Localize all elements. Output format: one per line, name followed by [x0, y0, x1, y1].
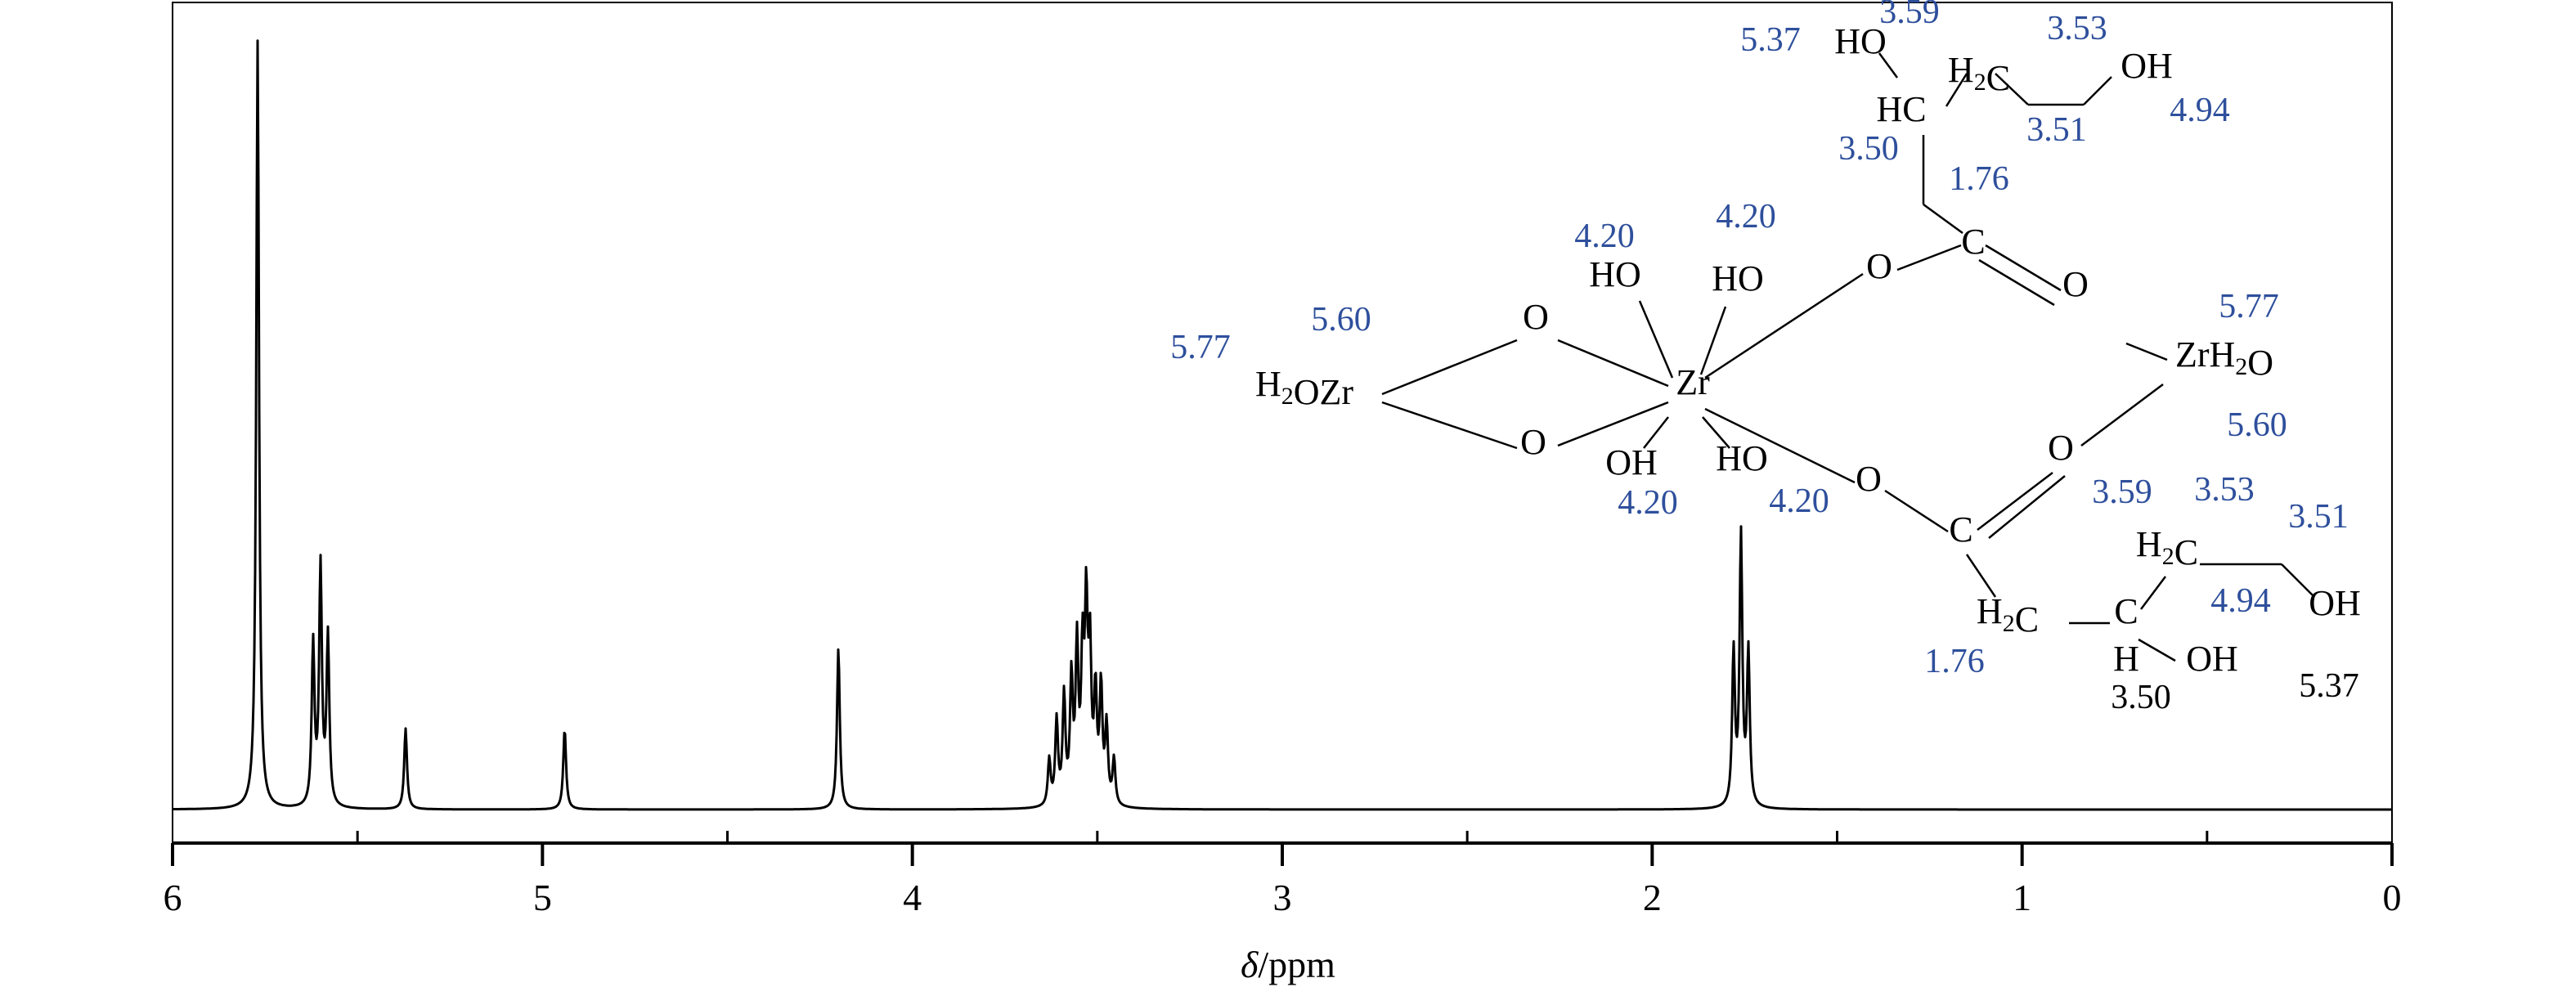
- structure-bond: [2138, 638, 2176, 662]
- shift-label-s_351_bot: 3.51: [2288, 498, 2349, 536]
- x-tick-label: 4: [903, 877, 922, 918]
- atom-label-o_bot_ester: O: [1856, 459, 1882, 499]
- structure-bond: [2083, 76, 2112, 105]
- spectrum-trace: [172, 39, 2393, 811]
- spectrum-line: [172, 39, 2393, 811]
- plot-frame: [172, 2, 2393, 843]
- structure-bond: [2281, 563, 2315, 598]
- structure-bond: [1638, 300, 1674, 379]
- shift-label-s_359_top: 3.59: [1879, 0, 1940, 31]
- shift-label-s_353_bot: 3.53: [2194, 471, 2255, 509]
- x-axis-label-unit: /ppm: [1258, 944, 1335, 985]
- structure-bond: [1702, 416, 1730, 449]
- plot-border: [172, 2, 2393, 843]
- x-tick-label: 5: [533, 877, 552, 918]
- shift-label-s_420_b: 4.20: [1716, 198, 1776, 236]
- structure-bond: [1704, 272, 1864, 379]
- shift-label-s_420_d: 4.20: [1769, 482, 1829, 520]
- shift-label-s_350_top: 3.50: [1838, 130, 1899, 168]
- structure-shift-labels: 5.37 3.59 3.53 3.51 4.94 3.50 1.76 4.20 4.20 5.77…: [1170, 0, 2359, 716]
- x-tick-label: 2: [1643, 877, 1662, 918]
- atom-label-o_top_dbl: O: [2062, 264, 2089, 304]
- atom-label-ho_zr1: HO: [1589, 254, 1641, 294]
- atom-label-oh_zr3: OH: [1605, 442, 1658, 482]
- shift-label-s_560_right: 5.60: [2227, 406, 2287, 444]
- atom-label-o_bridge2: O: [1520, 422, 1546, 462]
- structure-bond: [1557, 339, 1669, 388]
- atom-label-c_bot2: C: [2114, 591, 2138, 631]
- structure-bond: [1704, 407, 1856, 484]
- structure-bond: [1884, 489, 1949, 533]
- atom-label-c_bot: C: [1949, 509, 1972, 550]
- structure-bond: [1878, 52, 1899, 79]
- structure-bond: [1988, 475, 2066, 539]
- atom-label-hc_top: HC: [1876, 89, 1926, 129]
- structure-bond: [1985, 244, 2062, 292]
- shift-label-s_537_top: 5.37: [1740, 21, 1801, 59]
- atom-label-h2c_bot1: H2C: [1977, 591, 2039, 639]
- atom-label-oh_top: OH: [2120, 46, 2173, 86]
- shift-label-s_494_bot: 4.94: [2210, 582, 2271, 620]
- structure-bond: [1995, 73, 2029, 105]
- structure-bond: [1923, 203, 1963, 235]
- structure-bond: [1977, 472, 2053, 531]
- x-tick-label: 3: [1273, 877, 1292, 918]
- shift-label-s_359_bot: 3.59: [2092, 473, 2152, 511]
- atom-label-zr_left: H2OZr: [1255, 364, 1353, 412]
- atom-label-o_top_ester: O: [1866, 246, 1892, 286]
- atom-label-zr_center: Zr: [1676, 362, 1710, 402]
- structure-bond: [1381, 401, 1518, 450]
- structure-bond: [1965, 554, 1997, 598]
- structure-bond: [1896, 244, 1962, 271]
- atom-label-ho_zr4: HO: [1716, 438, 1768, 478]
- atom-label-h_bot: H: [2113, 639, 2139, 679]
- x-axis-label-symbol: δ: [1241, 944, 1259, 985]
- shift-label-s_420_a: 4.20: [1574, 218, 1635, 255]
- shift-label-s_577_right: 5.77: [2219, 288, 2279, 325]
- structure-bond: [2080, 384, 2164, 446]
- x-axis: 6 5 4 3 2 1 0: [164, 831, 2402, 918]
- atom-label-o_bridge1: O: [1523, 297, 1549, 337]
- shift-label-s_176_bot: 1.76: [1924, 643, 1985, 680]
- x-tick-label: 0: [2383, 877, 2402, 918]
- structure-bond: [1381, 339, 1518, 396]
- atom-label-ho_top1: HO: [1834, 21, 1887, 61]
- structure-bond: [2140, 576, 2166, 610]
- structure-bond: [1978, 258, 2055, 307]
- shift-label-s_577_left: 5.77: [1170, 329, 1231, 366]
- x-tick-label: 1: [2013, 877, 2031, 918]
- x-tick-label: 6: [164, 877, 182, 918]
- x-axis-label: δ/ppm: [1241, 944, 1335, 985]
- structure-bond: [1945, 73, 1968, 107]
- atom-label-zr_right: ZrH2O: [2175, 334, 2273, 383]
- atom-label-oh_bot: OH: [2186, 639, 2238, 679]
- shift-label-s_420_c: 4.20: [1618, 484, 1678, 522]
- atom-label-h2c_bot2: H2C: [2136, 524, 2198, 572]
- atom-label-oh_bot2: OH: [2309, 583, 2361, 623]
- structure-bond: [1557, 401, 1669, 447]
- atom-label-ho_zr2: HO: [1712, 258, 1764, 298]
- atom-label-o_bot_dbl: O: [2048, 428, 2074, 468]
- atom-label-c_top: C: [1961, 222, 1985, 262]
- shift-label-s_560_left: 5.60: [1311, 301, 1371, 339]
- shift-label-s_176_top: 1.76: [1949, 160, 2009, 198]
- structure-bond: [1643, 416, 1669, 449]
- shift-label-s_537_bot: 5.37: [2299, 667, 2359, 705]
- shift-label-s_353_top: 3.53: [2047, 10, 2107, 47]
- shift-label-s_351_top: 3.51: [2026, 111, 2087, 149]
- structure-bonds: [1381, 52, 2315, 662]
- structure-bond: [1699, 306, 1727, 375]
- structure-bond: [2125, 342, 2168, 361]
- shift-label-s_350_bot: 3.50: [2111, 679, 2171, 716]
- atom-label-h2c_top: H2C: [1948, 50, 2010, 98]
- shift-label-s_494_top: 4.94: [2170, 92, 2230, 129]
